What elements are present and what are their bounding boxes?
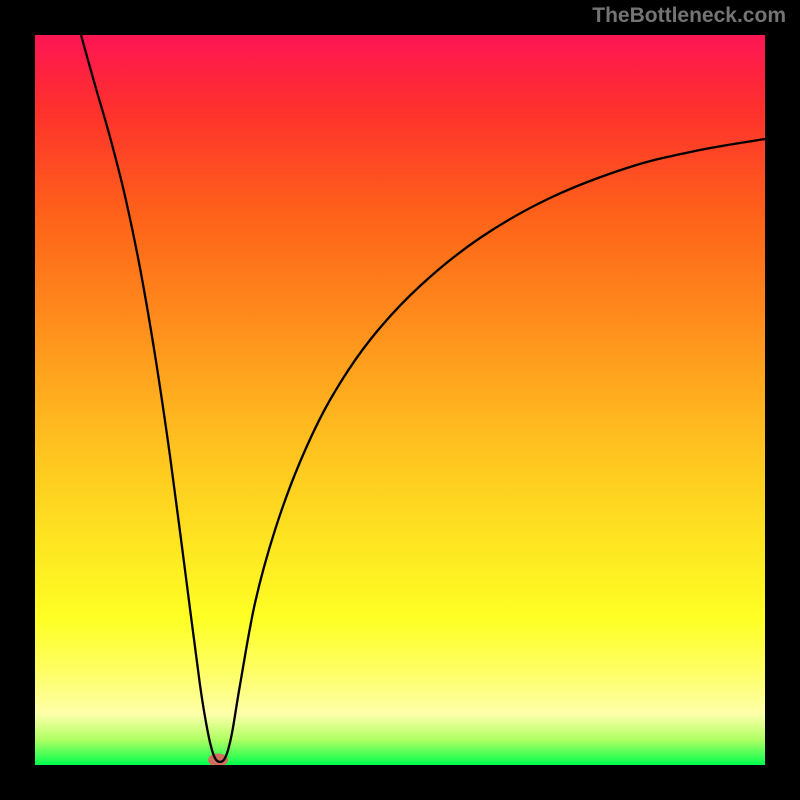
watermark-text: TheBottleneck.com bbox=[592, 4, 786, 28]
chart-container: TheBottleneck.com bbox=[0, 0, 800, 800]
chart-svg bbox=[0, 0, 800, 800]
plot-background bbox=[35, 35, 765, 765]
